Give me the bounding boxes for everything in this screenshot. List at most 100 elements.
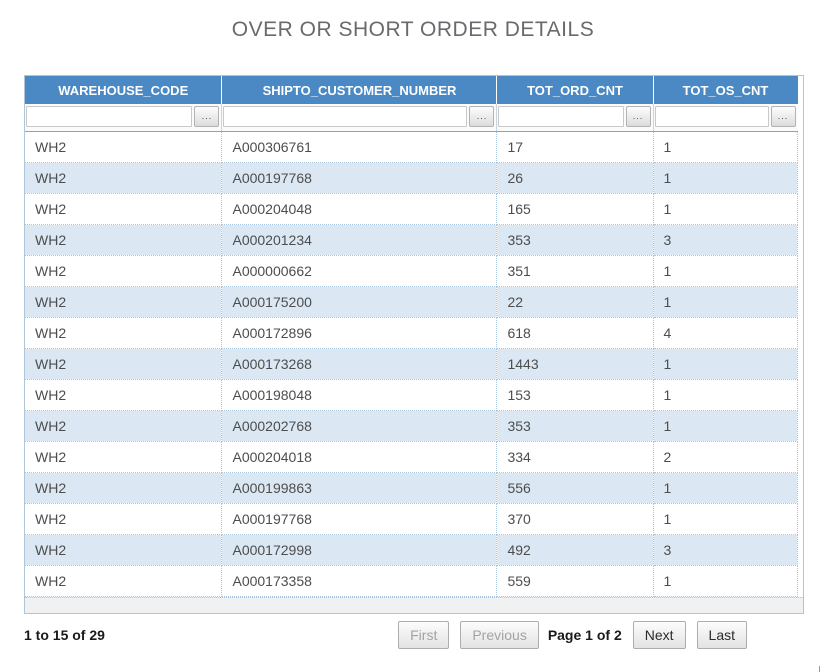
cell-shipto-customer-number: A000173358: [222, 565, 497, 596]
cell-tot-ord-cnt: 1443: [497, 348, 653, 379]
cell-warehouse-code: WH2: [25, 162, 222, 193]
cell-shipto-customer-number: A000173268: [222, 348, 497, 379]
cell-tot-ord-cnt: 26: [497, 162, 653, 193]
cell-shipto-customer-number: A000199863: [222, 472, 497, 503]
table-row[interactable]: WH2 A000173358 559 1: [25, 565, 798, 596]
filter-input-tot-ord-cnt[interactable]: [498, 106, 623, 127]
cell-shipto-customer-number: A000000662: [222, 255, 497, 286]
cell-tot-ord-cnt: 556: [497, 472, 653, 503]
filter-options-button-warehouse-code[interactable]: ...: [194, 106, 219, 127]
filter-cell-tot-ord-cnt: ...: [497, 104, 653, 131]
grid-inner: WAREHOUSE_CODE SHIPTO_CUSTOMER_NUMBER TO…: [25, 76, 798, 597]
page-title: OVER OR SHORT ORDER DETAILS: [0, 18, 826, 42]
cell-warehouse-code: WH2: [25, 565, 222, 596]
cell-tot-os-cnt: 1: [653, 379, 797, 410]
cell-warehouse-code: WH2: [25, 131, 222, 162]
cell-warehouse-code: WH2: [25, 534, 222, 565]
cell-warehouse-code: WH2: [25, 193, 222, 224]
cell-tot-ord-cnt: 353: [497, 224, 653, 255]
column-header-tot-os-cnt[interactable]: TOT_OS_CNT: [653, 76, 797, 104]
filter-input-tot-os-cnt[interactable]: [655, 106, 769, 127]
cell-warehouse-code: WH2: [25, 441, 222, 472]
table-row[interactable]: WH2 A000197768 370 1: [25, 503, 798, 534]
table-row[interactable]: WH2 A000202768 353 1: [25, 410, 798, 441]
cell-tot-os-cnt: 1: [653, 162, 797, 193]
cell-tot-ord-cnt: 492: [497, 534, 653, 565]
first-page-button[interactable]: First: [398, 621, 449, 649]
column-header-shipto-customer-number[interactable]: SHIPTO_CUSTOMER_NUMBER: [222, 76, 497, 104]
cell-warehouse-code: WH2: [25, 348, 222, 379]
filter-row: ... ... ...: [25, 104, 798, 131]
cell-shipto-customer-number: A000198048: [222, 379, 497, 410]
cell-tot-os-cnt: 1: [653, 565, 797, 596]
page: OVER OR SHORT ORDER DETAILS WAREHOUSE_CO…: [0, 18, 826, 672]
table-row[interactable]: WH2 A000204048 165 1: [25, 193, 798, 224]
cell-tot-ord-cnt: 153: [497, 379, 653, 410]
previous-page-button[interactable]: Previous: [460, 621, 538, 649]
data-grid: WAREHOUSE_CODE SHIPTO_CUSTOMER_NUMBER TO…: [24, 75, 804, 614]
resize-corner-grip[interactable]: [795, 666, 820, 672]
cell-tot-os-cnt: 1: [653, 131, 797, 162]
cell-shipto-customer-number: A000197768: [222, 162, 497, 193]
filter-cell-warehouse-code: ...: [25, 104, 222, 131]
table-row[interactable]: WH2 A000198048 153 1: [25, 379, 798, 410]
table-row[interactable]: WH2 A000000662 351 1: [25, 255, 798, 286]
cell-tot-ord-cnt: 351: [497, 255, 653, 286]
order-details-table: WAREHOUSE_CODE SHIPTO_CUSTOMER_NUMBER TO…: [25, 76, 798, 597]
table-row[interactable]: WH2 A000306761 17 1: [25, 131, 798, 162]
cell-tot-os-cnt: 1: [653, 286, 797, 317]
column-header-warehouse-code[interactable]: WAREHOUSE_CODE: [25, 76, 222, 104]
next-page-button[interactable]: Next: [633, 621, 686, 649]
cell-shipto-customer-number: A000197768: [222, 503, 497, 534]
table-row[interactable]: WH2 A000172998 492 3: [25, 534, 798, 565]
cell-tot-os-cnt: 3: [653, 534, 797, 565]
table-row[interactable]: WH2 A000201234 353 3: [25, 224, 798, 255]
cell-warehouse-code: WH2: [25, 317, 222, 348]
filter-input-warehouse-code[interactable]: [26, 106, 192, 127]
cell-tot-ord-cnt: 370: [497, 503, 653, 534]
cell-warehouse-code: WH2: [25, 503, 222, 534]
table-row[interactable]: WH2 A000197768 26 1: [25, 162, 798, 193]
filter-options-button-tot-ord-cnt[interactable]: ...: [626, 106, 651, 127]
cell-warehouse-code: WH2: [25, 224, 222, 255]
table-header-row: WAREHOUSE_CODE SHIPTO_CUSTOMER_NUMBER TO…: [25, 76, 798, 104]
table-row[interactable]: WH2 A000204018 334 2: [25, 441, 798, 472]
table-row[interactable]: WH2 A000172896 618 4: [25, 317, 798, 348]
cell-tot-ord-cnt: 559: [497, 565, 653, 596]
cell-tot-os-cnt: 1: [653, 472, 797, 503]
cell-tot-os-cnt: 1: [653, 503, 797, 534]
table-row[interactable]: WH2 A000199863 556 1: [25, 472, 798, 503]
cell-shipto-customer-number: A000306761: [222, 131, 497, 162]
cell-shipto-customer-number: A000204018: [222, 441, 497, 472]
cell-tot-os-cnt: 1: [653, 348, 797, 379]
cell-shipto-customer-number: A000201234: [222, 224, 497, 255]
cell-warehouse-code: WH2: [25, 410, 222, 441]
cell-tot-ord-cnt: 165: [497, 193, 653, 224]
table-row[interactable]: WH2 A000173268 1443 1: [25, 348, 798, 379]
cell-warehouse-code: WH2: [25, 472, 222, 503]
column-header-tot-ord-cnt[interactable]: TOT_ORD_CNT: [497, 76, 653, 104]
cell-tot-os-cnt: 2: [653, 441, 797, 472]
cell-tot-ord-cnt: 334: [497, 441, 653, 472]
pagination-footer: 1 to 15 of 29 First Previous Page 1 of 2…: [24, 621, 804, 649]
pager-controls: First Previous Page 1 of 2 Next Last: [398, 621, 747, 649]
cell-shipto-customer-number: A000175200: [222, 286, 497, 317]
grid-bottom-strip: [25, 597, 803, 613]
last-page-button[interactable]: Last: [697, 621, 747, 649]
cell-warehouse-code: WH2: [25, 379, 222, 410]
cell-shipto-customer-number: A000202768: [222, 410, 497, 441]
cell-tot-os-cnt: 4: [653, 317, 797, 348]
cell-tot-os-cnt: 1: [653, 410, 797, 441]
cell-tot-ord-cnt: 17: [497, 131, 653, 162]
cell-warehouse-code: WH2: [25, 255, 222, 286]
table-row[interactable]: WH2 A000175200 22 1: [25, 286, 798, 317]
cell-shipto-customer-number: A000172896: [222, 317, 497, 348]
cell-tot-os-cnt: 1: [653, 255, 797, 286]
cell-tot-ord-cnt: 22: [497, 286, 653, 317]
filter-input-shipto-customer-number[interactable]: [223, 106, 467, 127]
filter-options-button-tot-os-cnt[interactable]: ...: [771, 106, 796, 127]
filter-cell-shipto-customer-number: ...: [222, 104, 497, 131]
cell-shipto-customer-number: A000204048: [222, 193, 497, 224]
filter-options-button-shipto-customer-number[interactable]: ...: [469, 106, 494, 127]
cell-shipto-customer-number: A000172998: [222, 534, 497, 565]
